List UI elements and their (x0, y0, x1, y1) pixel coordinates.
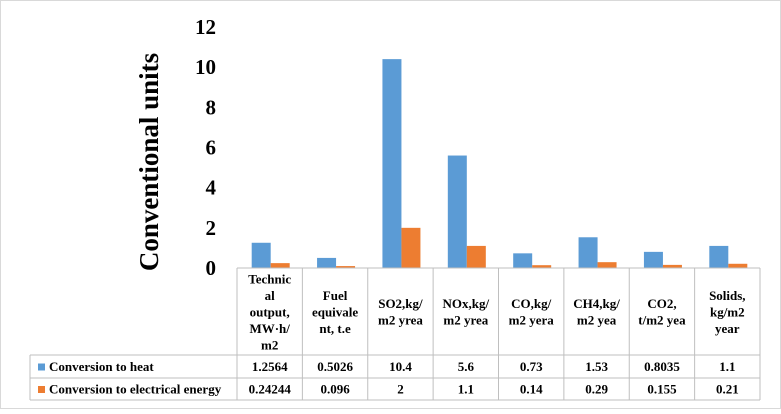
data-label: 0.73 (520, 359, 543, 374)
plot-area (251, 59, 748, 269)
category-label: MW·h/ (249, 321, 290, 336)
category-label: year (715, 321, 740, 336)
legend-label: Conversion to heat (49, 359, 154, 374)
data-label: 0.21 (716, 382, 739, 397)
bar-heat-0 (251, 242, 271, 268)
y-tick-label: 2 (206, 216, 217, 240)
bar-electrical-1 (336, 266, 356, 268)
category-label: m2 yea (577, 313, 617, 328)
category-label: Fuel (323, 288, 348, 303)
category-label: NOx,kg/ (443, 296, 490, 311)
category-label: kg/m2 (710, 304, 745, 319)
y-tick-label: 8 (206, 95, 217, 119)
category-label: m2 yrea (378, 313, 423, 328)
data-label: 10.4 (389, 359, 412, 374)
bar-electrical-3 (466, 245, 486, 268)
data-label: 0.29 (585, 382, 608, 397)
data-label: 0.14 (520, 382, 543, 397)
category-label: Solids, (709, 288, 746, 303)
legend-swatch-electrical (38, 386, 45, 393)
category-label: t/m2 yea (638, 313, 686, 328)
bar-electrical-6 (662, 264, 682, 268)
bar-heat-1 (317, 257, 337, 268)
data-label: 0.155 (647, 382, 677, 397)
y-tick-label: 12 (195, 15, 216, 39)
data-label: 1.1 (719, 359, 735, 374)
data-label: 1.2564 (252, 359, 288, 374)
bar-electrical-2 (401, 227, 421, 268)
bar-heat-4 (513, 253, 533, 268)
bar-heat-7 (709, 245, 729, 268)
y-tick-label: 10 (195, 55, 216, 79)
category-label: output, (250, 304, 290, 319)
data-label: 0.5026 (317, 359, 353, 374)
data-label: 0.24244 (249, 382, 292, 397)
category-label: nt, t.e (319, 321, 351, 336)
data-label: 0.096 (320, 382, 350, 397)
category-label: CO,kg/ (511, 296, 551, 311)
data-label: 1.53 (585, 359, 608, 374)
category-label: CH4,kg/ (573, 296, 620, 311)
y-axis-title: Conventional units (134, 53, 164, 271)
bar-heat-3 (447, 155, 467, 268)
bar-electrical-0 (270, 263, 290, 268)
y-tick-label: 0 (206, 256, 217, 280)
category-label: Technic (248, 271, 291, 286)
bar-heat-5 (578, 237, 598, 268)
bar-heat-2 (382, 59, 402, 269)
legend-label: Conversion to electrical energy (49, 382, 222, 397)
category-label: m2 (261, 337, 278, 352)
category-label: equivale (312, 304, 358, 319)
category-label: m2 yrea (443, 313, 488, 328)
data-label: 0.8035 (644, 359, 680, 374)
bar-heat-6 (643, 251, 663, 268)
category-label: SO2,kg/ (378, 296, 423, 311)
category-label: m2 yera (509, 313, 555, 328)
y-tick-label: 4 (206, 176, 217, 200)
bar-electrical-7 (728, 263, 748, 268)
legend-swatch-heat (38, 363, 45, 371)
data-label: 5.6 (458, 359, 475, 374)
y-axis: 0 2 4 6 8 10 12 (195, 15, 217, 280)
bar-electrical-4 (532, 265, 552, 268)
bar-electrical-5 (597, 262, 617, 268)
category-label: CO2, (647, 296, 676, 311)
data-label: 1.1 (458, 382, 474, 397)
y-tick-label: 6 (206, 136, 217, 160)
data-label: 2 (397, 382, 404, 397)
category-label: al (265, 288, 276, 303)
